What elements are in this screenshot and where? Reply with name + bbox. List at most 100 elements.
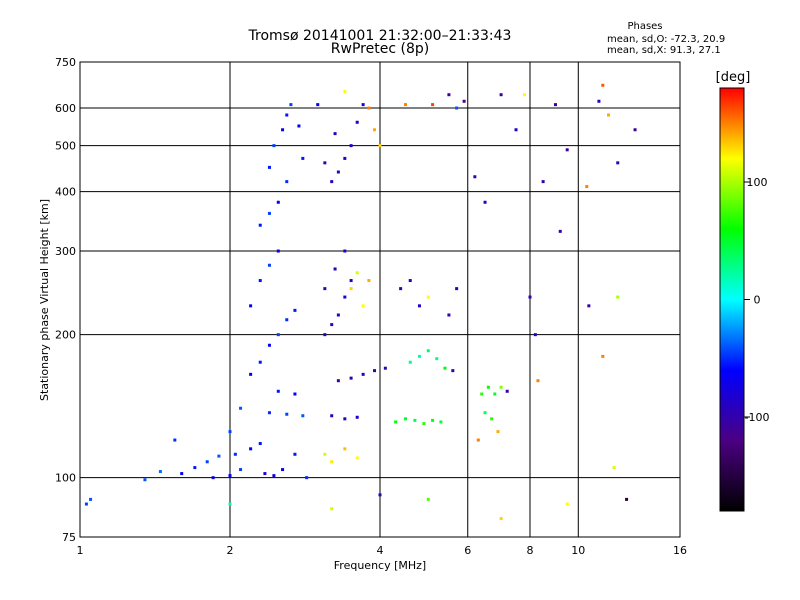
data-point <box>355 456 359 460</box>
y-tick-label: 750 <box>55 56 76 69</box>
data-point <box>330 180 334 184</box>
data-point <box>272 474 276 478</box>
data-points <box>84 83 637 521</box>
data-point <box>330 323 334 327</box>
data-point <box>276 389 280 393</box>
data-point <box>426 295 430 299</box>
data-point <box>258 223 262 227</box>
y-tick-label: 100 <box>55 472 76 485</box>
chart-title: Tromsø 20141001 21:32:00–21:33:43 <box>248 28 512 44</box>
data-point <box>173 438 177 442</box>
colorbar <box>719 87 745 512</box>
data-point <box>258 279 262 283</box>
data-point <box>462 99 466 103</box>
data-point <box>587 304 591 308</box>
data-point <box>323 452 327 456</box>
data-point <box>239 406 243 410</box>
data-point <box>355 120 359 124</box>
data-point <box>536 379 540 383</box>
data-point <box>493 392 497 396</box>
data-point <box>616 161 620 165</box>
grid-lines <box>80 62 680 537</box>
data-point <box>378 493 382 497</box>
colorbar-label: [deg] <box>716 70 751 85</box>
colorbar-tick-label: 100 <box>747 176 768 189</box>
data-point <box>263 472 267 476</box>
data-point <box>383 366 387 370</box>
data-point <box>483 200 487 204</box>
x-tick-label: 4 <box>377 544 384 557</box>
data-point <box>343 90 347 94</box>
stats-o-mode: mean, sd,O: -72.3, 20.9 <box>607 34 726 45</box>
data-point <box>323 287 327 291</box>
data-point <box>367 279 371 283</box>
data-point <box>413 418 417 422</box>
data-point <box>447 93 451 97</box>
data-point <box>439 420 443 424</box>
data-point <box>205 460 209 464</box>
data-point <box>301 414 305 418</box>
data-point <box>272 144 276 148</box>
chart-subtitle: RwPretec (8p) <box>330 41 430 57</box>
data-point <box>633 128 637 132</box>
data-point <box>333 132 337 136</box>
data-point <box>417 354 421 358</box>
data-point <box>228 430 232 434</box>
data-point <box>343 249 347 253</box>
data-point <box>601 83 605 87</box>
data-point <box>483 411 487 415</box>
data-point <box>361 304 365 308</box>
x-tick-label: 8 <box>527 544 534 557</box>
data-point <box>343 447 347 451</box>
data-point <box>297 124 301 128</box>
data-point <box>217 454 221 458</box>
data-point <box>499 517 503 521</box>
data-point <box>276 200 280 204</box>
data-point <box>373 128 377 132</box>
x-tick-label: 6 <box>464 544 471 557</box>
data-point <box>455 106 459 110</box>
data-point <box>228 474 232 478</box>
data-point <box>239 468 243 472</box>
data-point <box>330 460 334 464</box>
data-point <box>289 103 293 107</box>
x-axis: 1 2 4 6 8 10 16 <box>77 544 688 557</box>
data-point <box>473 175 477 179</box>
data-point <box>431 418 435 422</box>
data-point <box>89 497 93 501</box>
data-point <box>276 333 280 337</box>
data-point <box>323 333 327 337</box>
y-tick-label: 200 <box>55 329 76 342</box>
data-point <box>499 93 503 97</box>
data-point <box>267 343 271 347</box>
data-point <box>558 229 562 233</box>
data-point <box>422 422 426 426</box>
data-point <box>293 392 297 396</box>
data-point <box>355 415 359 419</box>
data-point <box>451 369 455 373</box>
y-axis-label: Stationary phase Virtual Height [km] <box>38 199 51 401</box>
x-axis-label: Frequency [MHz] <box>334 559 426 572</box>
data-point <box>403 417 407 421</box>
data-point <box>533 333 537 337</box>
data-point <box>276 249 280 253</box>
data-point <box>361 372 365 376</box>
data-point <box>426 497 430 501</box>
data-point <box>143 478 147 482</box>
data-point <box>394 420 398 424</box>
data-point <box>443 366 447 370</box>
y-tick-label: 400 <box>55 186 76 199</box>
data-point <box>399 287 403 291</box>
data-point <box>455 287 459 291</box>
data-point <box>285 318 289 322</box>
y-axis: 75 100 200 300 400 500 600 750 <box>55 56 76 544</box>
data-point <box>505 389 509 393</box>
data-point <box>293 308 297 312</box>
data-point <box>349 287 353 291</box>
colorbar-ticks: 100 0 -100 <box>744 176 769 424</box>
stats-x-mode: mean, sd,X: 91.3, 27.1 <box>607 45 721 56</box>
data-point <box>330 414 334 418</box>
data-point <box>333 267 337 271</box>
data-point <box>607 113 611 117</box>
